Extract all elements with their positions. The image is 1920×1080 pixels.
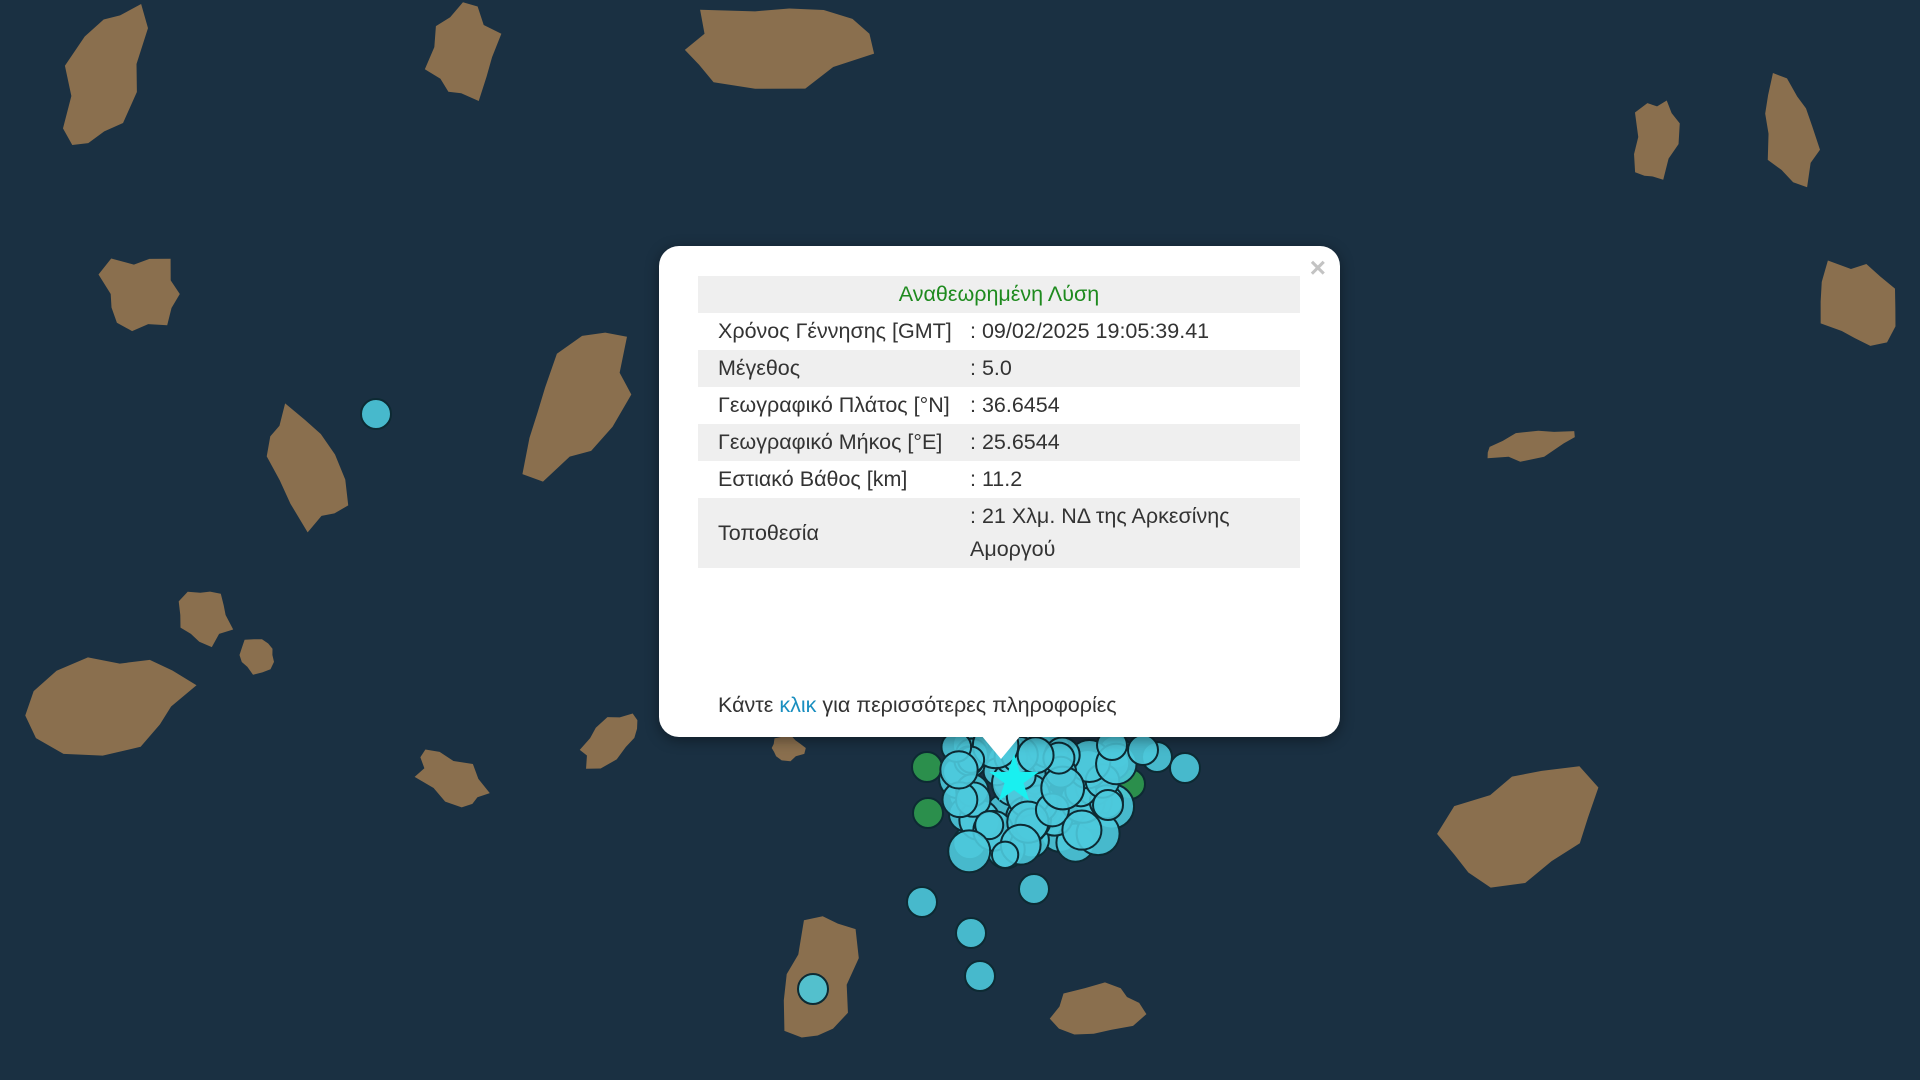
island — [1487, 430, 1575, 462]
island — [1049, 982, 1147, 1035]
longitude-label: Γεωγραφικό Μήκος [°E] — [698, 424, 970, 461]
island — [1820, 260, 1896, 346]
latitude-label: Γεωγραφικό Πλάτος [°N] — [718, 393, 950, 417]
earthquake-marker[interactable] — [990, 840, 1020, 869]
island — [1765, 72, 1820, 188]
earthquake-marker[interactable] — [1092, 789, 1124, 821]
island — [178, 591, 234, 648]
island — [239, 639, 274, 675]
footer-text: Κάντε — [718, 693, 780, 717]
island — [414, 749, 490, 808]
island — [522, 332, 632, 482]
earthquake-marker[interactable] — [797, 973, 829, 1005]
magnitude-label: Μέγεθος — [698, 350, 970, 387]
popup-title: Αναθεωρημένη Λύση — [698, 276, 1300, 313]
origin-time-value: : 09/02/2025 19:05:39.41 — [970, 319, 1210, 343]
island — [1437, 766, 1599, 888]
earthquake-marker[interactable] — [1127, 734, 1159, 766]
magnitude-value: : 5.0 — [970, 350, 1300, 387]
longitude-value: : 25.6544 — [970, 424, 1300, 461]
earthquake-marker[interactable] — [964, 960, 996, 992]
origin-time-label: Χρόνος Γέννησης [GMT] — [718, 319, 952, 343]
island — [1634, 100, 1680, 180]
island — [266, 403, 349, 533]
earthquake-popup: × Αναθεωρημένη Λύση Χρόνος Γέννησης [GMT… — [659, 246, 1340, 737]
earthquake-marker[interactable] — [1016, 736, 1055, 775]
popup-footer: Κάντε κλικ για περισσότερες πληροφορίες — [718, 693, 1117, 718]
earthquake-marker[interactable] — [912, 797, 944, 829]
close-icon[interactable]: × — [1309, 252, 1326, 283]
depth-label: Εστιακό Βάθος [km] — [718, 467, 908, 491]
depth-value: : 11.2 — [970, 467, 1023, 491]
earthquake-marker[interactable] — [1018, 873, 1050, 905]
islands — [25, 2, 1896, 1038]
footer-text-end: για περισσότερες πληροφορίες — [816, 693, 1117, 717]
island — [62, 4, 148, 145]
more-info-link[interactable]: κλικ — [779, 693, 817, 717]
earthquake-marker[interactable] — [1169, 752, 1201, 784]
earthquake-marker[interactable] — [1061, 809, 1103, 851]
earthquake-marker[interactable] — [906, 886, 938, 918]
latitude-value: : 36.6454 — [970, 393, 1060, 417]
earthquake-marker[interactable] — [911, 751, 943, 783]
island — [579, 713, 638, 769]
earthquake-marker[interactable] — [947, 829, 992, 874]
popup-tip — [981, 735, 1021, 759]
earthquake-markers[interactable] — [360, 398, 1201, 1005]
earthquake-marker[interactable] — [974, 810, 1005, 841]
island — [771, 734, 806, 762]
earthquake-marker[interactable] — [360, 398, 392, 430]
earthquake-marker[interactable] — [939, 750, 979, 790]
island — [98, 258, 180, 332]
island — [424, 2, 502, 102]
location-value: : 21 Χλμ. ΝΔ της Αρκεσίνης Αμοργού — [970, 498, 1300, 568]
earthquake-marker[interactable] — [955, 917, 987, 949]
location-label: Τοποθεσία — [698, 498, 970, 568]
island — [25, 657, 197, 756]
earthquake-details-table: Αναθεωρημένη Λύση Χρόνος Γέννησης [GMT]:… — [698, 276, 1300, 568]
star-marker-icon[interactable] — [989, 754, 1039, 801]
island — [684, 8, 875, 89]
